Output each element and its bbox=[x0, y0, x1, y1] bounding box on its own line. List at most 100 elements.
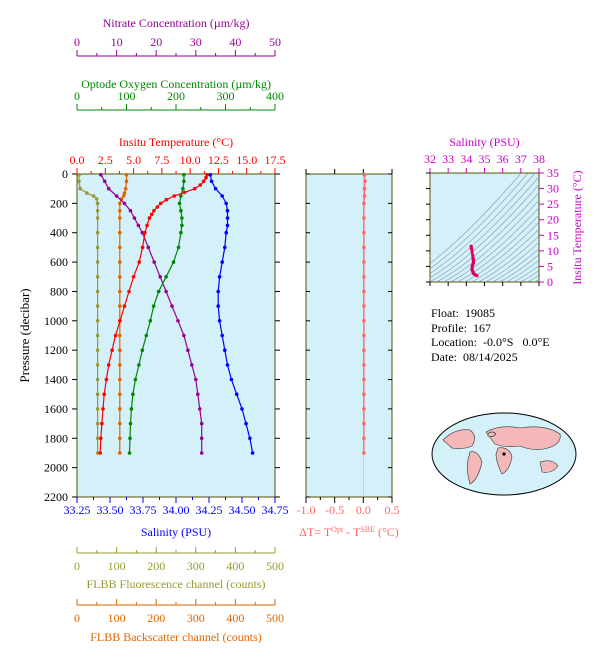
fluorescence-point bbox=[95, 348, 100, 353]
nitrate-point bbox=[152, 260, 156, 264]
delta-t-tick-label: -1.0 bbox=[297, 503, 316, 517]
ts-point bbox=[470, 250, 474, 254]
delta-t-tick-label: -0.5 bbox=[325, 503, 344, 517]
delta-t-point bbox=[362, 194, 367, 198]
delta-t-tick-label: 0.5 bbox=[385, 503, 400, 517]
backscatter-point bbox=[121, 194, 126, 198]
ts-density-contour bbox=[498, 254, 539, 282]
ts-xaxis-label: Salinity (PSU) bbox=[449, 135, 519, 149]
ts-xtick-label: 36 bbox=[497, 152, 509, 166]
ts-point bbox=[471, 253, 475, 257]
temperature-point bbox=[110, 348, 114, 353]
backscatter-point bbox=[118, 436, 122, 441]
float-info-block: Float: 19085 Profile: 167 Location: -0.0… bbox=[431, 306, 550, 364]
nitrate-point bbox=[136, 223, 141, 228]
backscatter-series bbox=[118, 172, 129, 455]
ts-ytick-label: 20 bbox=[547, 213, 559, 227]
backscatter-tick-label: 400 bbox=[226, 611, 244, 625]
temperature-point bbox=[118, 319, 122, 323]
nitrate-point bbox=[186, 348, 190, 353]
delta-t-point bbox=[362, 275, 366, 279]
temperature-point bbox=[101, 407, 105, 411]
nitrate-point bbox=[182, 333, 186, 338]
ts-xtick-label: 32 bbox=[424, 152, 436, 166]
temperature-point bbox=[155, 205, 160, 209]
oxygen-point bbox=[181, 186, 185, 191]
temperature-point bbox=[131, 275, 136, 279]
nitrate-point bbox=[106, 186, 111, 191]
temperature-point bbox=[182, 190, 187, 195]
ts-density-contour bbox=[435, 192, 539, 282]
salinity-point bbox=[225, 363, 230, 367]
fluorescence-point bbox=[95, 436, 100, 441]
backscatter-tick-label: 100 bbox=[108, 611, 126, 625]
pressure-tick-label: 800 bbox=[50, 284, 68, 298]
pressure-tick-label: 600 bbox=[50, 255, 68, 269]
fluorescence-point bbox=[85, 191, 89, 195]
backscatter-point bbox=[118, 245, 122, 250]
ts-density-contour bbox=[505, 259, 539, 282]
backscatter-axis-label: FLBB Backscatter channel (counts) bbox=[90, 630, 262, 644]
temperature-point bbox=[192, 186, 197, 191]
salinity-point bbox=[223, 245, 227, 250]
salinity-point bbox=[209, 179, 214, 184]
temperature-point bbox=[122, 304, 127, 308]
salinity-tick-label: 34.50 bbox=[229, 503, 256, 517]
delta-t-point bbox=[362, 348, 366, 353]
temperature-point bbox=[198, 183, 203, 187]
temperature-point bbox=[102, 392, 106, 397]
backscatter-point bbox=[118, 289, 122, 294]
fluorescence-tick-label: 400 bbox=[226, 559, 244, 573]
world-map bbox=[431, 412, 577, 496]
date-value: 08/14/2025 bbox=[463, 349, 518, 364]
pressure-tick-label: 1400 bbox=[44, 373, 68, 387]
nitrate-point bbox=[196, 392, 200, 397]
salinity-point bbox=[220, 333, 224, 338]
salinity-series bbox=[208, 172, 255, 455]
delta-t-point bbox=[362, 319, 366, 323]
oxygen-point bbox=[179, 230, 183, 235]
salinity-point bbox=[225, 216, 230, 220]
profile-label: Profile: bbox=[431, 320, 467, 335]
profile-value: 167 bbox=[473, 320, 491, 335]
oxygen-point bbox=[177, 201, 182, 206]
nitrate-point bbox=[102, 179, 107, 184]
delta-t-point bbox=[362, 363, 366, 367]
backscatter-point bbox=[118, 260, 122, 264]
map-landmass bbox=[487, 431, 497, 437]
salinity-point bbox=[216, 289, 220, 294]
temperature-tick-label: 5.0 bbox=[126, 153, 141, 167]
salinity-point bbox=[240, 407, 244, 411]
temperature-point bbox=[149, 212, 154, 217]
fluorescence-point bbox=[95, 451, 100, 455]
fluorescence-tick-label: 200 bbox=[147, 559, 165, 573]
temperature-line bbox=[99, 174, 208, 454]
temperature-point bbox=[164, 197, 169, 202]
salinity-point bbox=[223, 348, 227, 353]
fluorescence-point bbox=[95, 289, 100, 294]
oxygen-tick-label: 300 bbox=[217, 89, 235, 103]
pressure-tick-label: 1000 bbox=[44, 314, 68, 328]
backscatter-point bbox=[118, 304, 122, 308]
temperature-tick-label: 2.5 bbox=[98, 153, 113, 167]
fluorescence-point bbox=[77, 172, 81, 177]
temperature-point bbox=[100, 421, 104, 426]
oxygen-point bbox=[176, 245, 181, 250]
fluorescence-tick-label: 100 bbox=[108, 559, 126, 573]
salinity-point bbox=[225, 223, 230, 228]
nitrate-point bbox=[170, 304, 174, 308]
ts-density-contour bbox=[442, 199, 539, 282]
backscatter-point bbox=[118, 333, 122, 338]
oxygen-tick-label: 400 bbox=[266, 89, 284, 103]
ts-density-contour bbox=[526, 274, 539, 282]
temperature-point bbox=[205, 172, 209, 177]
fluorescence-point bbox=[91, 194, 96, 198]
fluorescence-tick-label: 300 bbox=[187, 559, 205, 573]
nitrate-point bbox=[158, 275, 162, 279]
backscatter-point bbox=[118, 407, 122, 411]
delta-t-panel-frame bbox=[305, 173, 393, 498]
fluorescence-point bbox=[95, 201, 100, 206]
nitrate-point bbox=[114, 194, 119, 198]
oxygen-point bbox=[171, 260, 176, 264]
ts-ytick-label: 30 bbox=[547, 182, 559, 196]
